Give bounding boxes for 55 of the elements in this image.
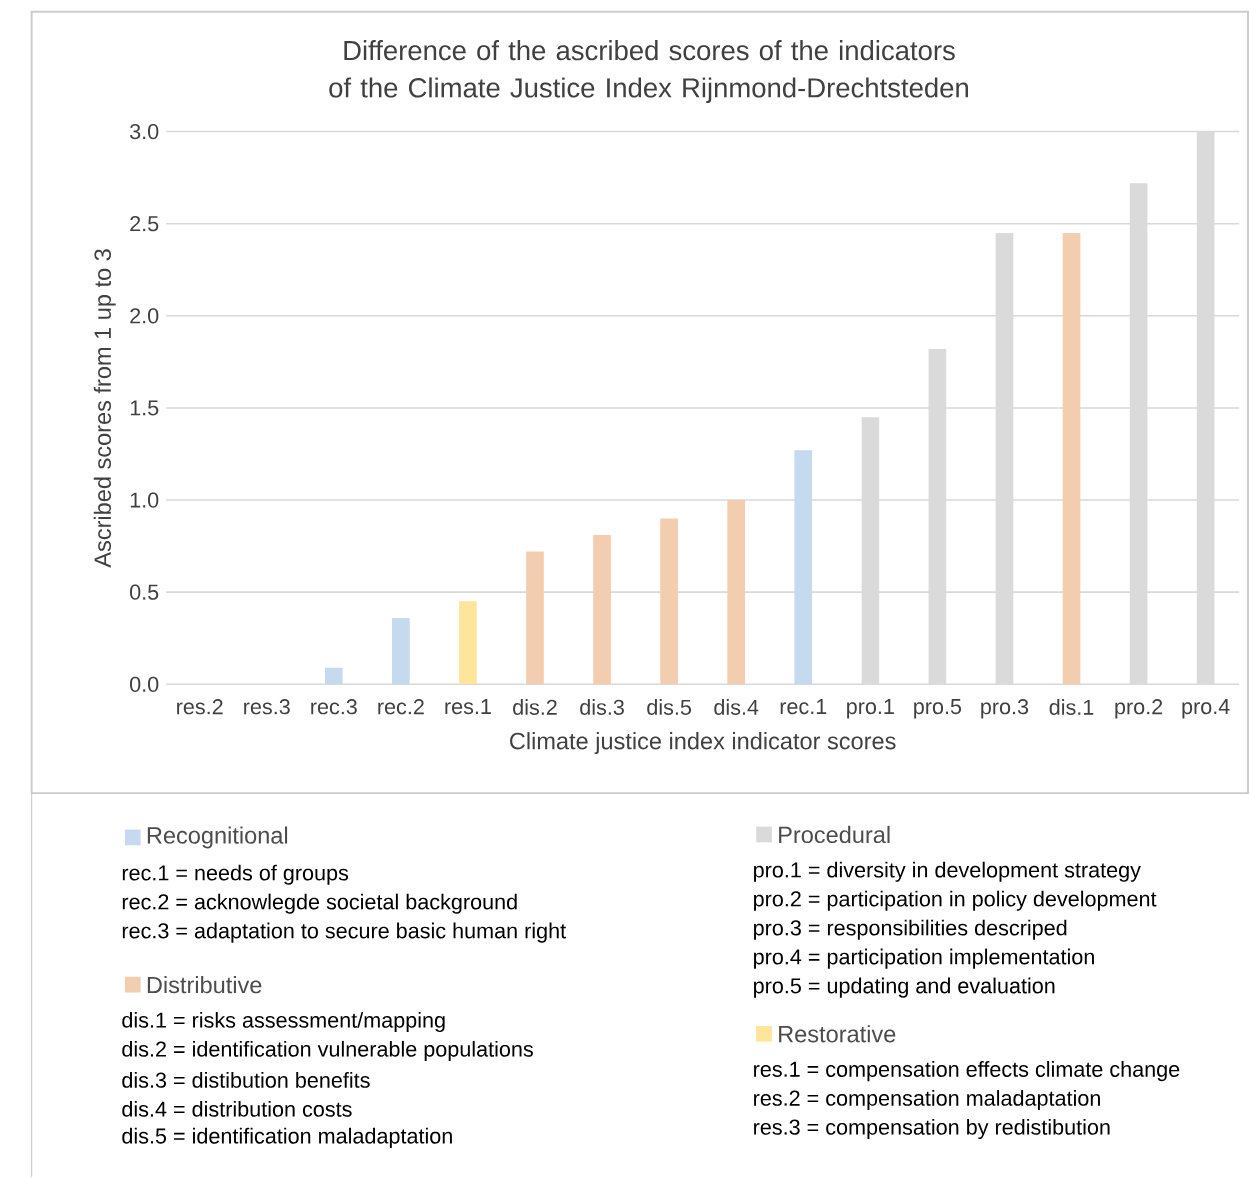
bar (392, 618, 410, 685)
legend-label: Procedural (779, 826, 890, 844)
bar (660, 518, 678, 685)
x-tick-label: rec.1 (780, 699, 827, 715)
y-tick-label: 1.0 (130, 492, 159, 508)
text: res.1 = compensation effects climate change (754, 1061, 1180, 1082)
x-tick-label: rec.3 (311, 699, 357, 715)
text: pro.2 = participation in policy development (754, 890, 1157, 911)
text: dis.3 = distibution benefits (122, 1072, 370, 1089)
text: pro.5 = updating and evaluation (754, 977, 1055, 998)
y-tick-label: 2.0 (130, 308, 159, 324)
x-tick-label: pro.2 (1115, 699, 1163, 719)
y-tick-label: 0.5 (130, 584, 159, 600)
bar (324, 667, 343, 685)
bar (526, 551, 544, 685)
bar (459, 601, 477, 685)
bar (1062, 233, 1081, 685)
legend-label: Distributive (147, 976, 262, 994)
text: res.2 = compensation maladaptation (754, 1090, 1100, 1111)
text: rec.2 = acknowlegde societal background (122, 893, 517, 914)
x-tick-label: res.3 (244, 699, 290, 715)
y-tick-label: 1.5 (130, 400, 159, 416)
text: res.3 = compensation by redistibution (754, 1119, 1110, 1140)
y-tick-label: 2.5 (130, 216, 159, 232)
x-tick-label: res.2 (177, 699, 223, 715)
bar (727, 500, 746, 685)
bar (593, 535, 611, 685)
text: dis.5 = identification maladaptation (122, 1127, 452, 1149)
text: rec.1 = needs of groups (122, 864, 349, 885)
x-tick-label: dis.3 (580, 699, 624, 716)
text: pro.3 = responsibilities descriped (754, 919, 1067, 940)
text: pro.1 = diversity in development strategy (754, 861, 1141, 882)
x-tick-label: dis.4 (714, 699, 759, 716)
text: dis.1 = risks assessment/mapping (122, 1012, 445, 1033)
text: rec.3 = adaptation to secure basic human right (122, 922, 566, 943)
legend-label: Restorative (779, 1025, 896, 1043)
x-tick-label: res.1 (445, 699, 491, 715)
x-tick-label: dis.1 (1049, 699, 1094, 716)
x-tick-label: dis.2 (513, 699, 557, 716)
x-tick-label: pro.4 (1182, 699, 1230, 719)
x-tick-label: pro.1 (847, 699, 894, 719)
chart-title: Difference of the ascribed scores of the indicators of the Climate Justice Index Rijnmond-Drechtsteden (329, 40, 968, 104)
x-tick-label: pro.3 (981, 699, 1029, 719)
y-tick-label: 0.0 (130, 676, 159, 693)
text: dis.2 = identification vulnerable populations (122, 1041, 533, 1062)
x-axis-title: Climate justice index indicator scores (510, 732, 896, 755)
bar (794, 450, 813, 685)
text: pro.4 = participation implementation (754, 948, 1094, 969)
x-tick-label: rec.2 (378, 699, 424, 715)
x-tick-label: dis.5 (647, 699, 692, 716)
y-axis-title: Ascribed scores from 1 up to 3 (93, 249, 116, 568)
text: dis.4 = distribution costs (122, 1101, 352, 1117)
x-tick-label: pro.5 (914, 699, 962, 719)
legend-label: Recognitional (147, 826, 288, 849)
y-tick-label: 3.0 (130, 124, 159, 140)
